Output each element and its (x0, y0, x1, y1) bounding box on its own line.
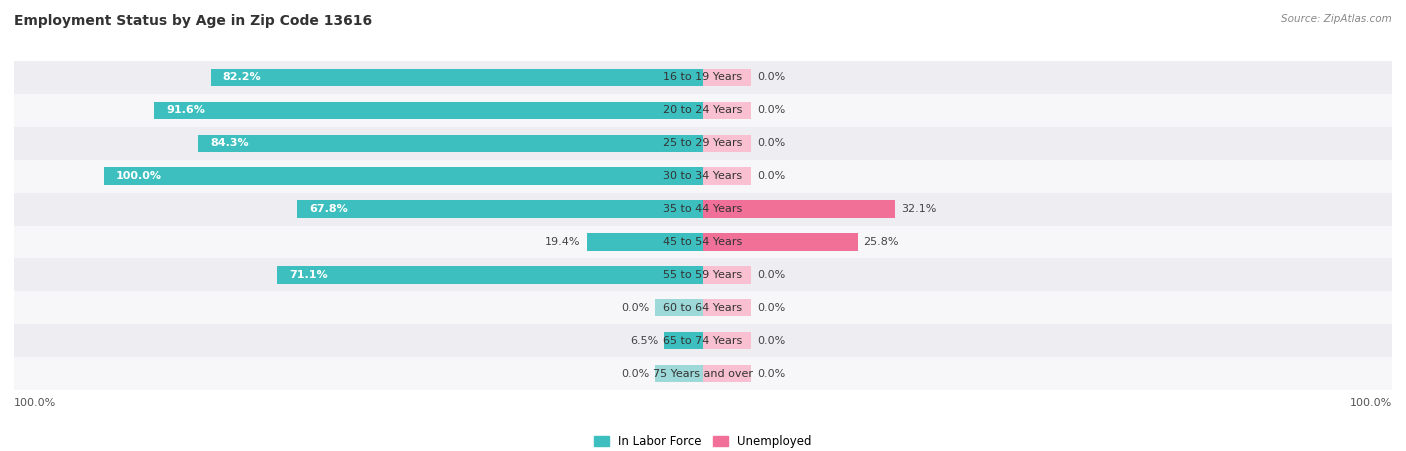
Bar (586, 234, 703, 251)
Text: 91.6%: 91.6% (166, 105, 205, 115)
Bar (14, 160, 1392, 193)
Bar (703, 234, 858, 251)
Text: 25 to 29 Years: 25 to 29 Years (657, 138, 749, 148)
Bar (14, 291, 1392, 324)
Text: 100.0%: 100.0% (115, 171, 162, 181)
Bar (703, 332, 751, 350)
Bar (14, 357, 1392, 390)
Text: 75 Years and over: 75 Years and over (645, 369, 761, 379)
Bar (703, 365, 751, 382)
Text: 0.0%: 0.0% (756, 369, 785, 379)
Bar (655, 299, 703, 317)
Text: 0.0%: 0.0% (756, 138, 785, 148)
Text: 65 to 74 Years: 65 to 74 Years (657, 336, 749, 346)
Text: 67.8%: 67.8% (309, 204, 347, 214)
Text: 100.0%: 100.0% (1350, 397, 1392, 408)
Bar (703, 267, 751, 284)
Text: 0.0%: 0.0% (756, 72, 785, 82)
Text: 35 to 44 Years: 35 to 44 Years (657, 204, 749, 214)
Text: 30 to 34 Years: 30 to 34 Years (657, 171, 749, 181)
Bar (703, 200, 896, 217)
Text: 6.5%: 6.5% (630, 336, 658, 346)
Bar (14, 324, 1392, 357)
Bar (14, 127, 1392, 160)
Bar (703, 299, 751, 317)
Bar (655, 365, 703, 382)
Text: 19.4%: 19.4% (546, 237, 581, 247)
Bar (198, 134, 703, 152)
Text: 84.3%: 84.3% (209, 138, 249, 148)
Bar (703, 69, 751, 86)
Bar (155, 101, 703, 119)
Bar (703, 101, 751, 119)
Text: 60 to 64 Years: 60 to 64 Years (657, 303, 749, 313)
Bar (14, 193, 1392, 226)
Text: 0.0%: 0.0% (756, 270, 785, 280)
Bar (664, 332, 703, 350)
Bar (703, 134, 751, 152)
Text: 0.0%: 0.0% (756, 171, 785, 181)
Bar (211, 69, 703, 86)
Bar (14, 226, 1392, 258)
Text: Employment Status by Age in Zip Code 13616: Employment Status by Age in Zip Code 136… (14, 14, 373, 28)
Text: 55 to 59 Years: 55 to 59 Years (657, 270, 749, 280)
Bar (14, 94, 1392, 127)
Text: 71.1%: 71.1% (290, 270, 328, 280)
Text: 100.0%: 100.0% (14, 397, 56, 408)
Text: 25.8%: 25.8% (863, 237, 898, 247)
Bar (104, 167, 703, 184)
Text: 0.0%: 0.0% (621, 303, 650, 313)
Text: 82.2%: 82.2% (222, 72, 262, 82)
Bar (277, 267, 703, 284)
Text: 45 to 54 Years: 45 to 54 Years (657, 237, 749, 247)
Legend: In Labor Force, Unemployed: In Labor Force, Unemployed (589, 430, 817, 451)
Text: 0.0%: 0.0% (756, 105, 785, 115)
Bar (14, 61, 1392, 94)
Text: 16 to 19 Years: 16 to 19 Years (657, 72, 749, 82)
Text: 0.0%: 0.0% (756, 336, 785, 346)
Text: 0.0%: 0.0% (756, 303, 785, 313)
Text: 32.1%: 32.1% (901, 204, 936, 214)
Bar (297, 200, 703, 217)
Text: 20 to 24 Years: 20 to 24 Years (657, 105, 749, 115)
Bar (703, 167, 751, 184)
Text: Source: ZipAtlas.com: Source: ZipAtlas.com (1281, 14, 1392, 23)
Bar (14, 258, 1392, 291)
Text: 0.0%: 0.0% (621, 369, 650, 379)
